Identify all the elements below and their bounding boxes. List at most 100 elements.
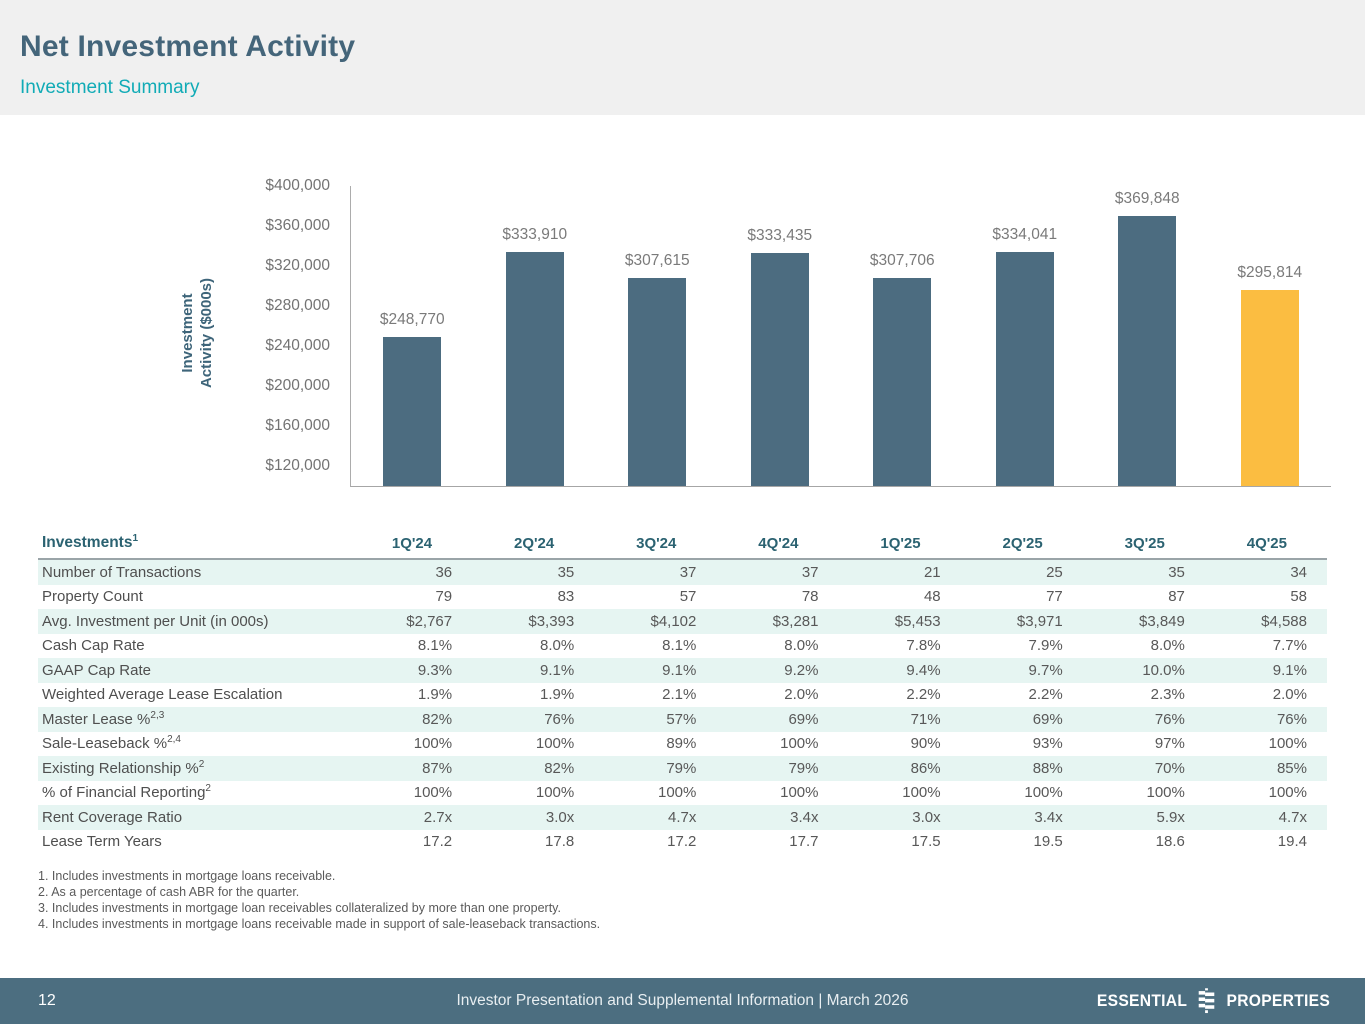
- table-cell: 71%: [910, 710, 941, 728]
- table-cell: 2.2%: [906, 686, 941, 704]
- table-row: Cash Cap Rate 8.1% 8.0% 8.1% 8.0% 7.8% 7.9% 8.0…: [38, 634, 1327, 659]
- bar-slot-3Q'24: $307,615: [596, 186, 719, 486]
- investments-table-section: Investments1 1Q'24 2Q'24 3Q'24 4Q'24 1Q'25 2Q'…: [38, 531, 1327, 854]
- table-cell: 78: [801, 588, 819, 606]
- table-cell: 2.3%: [1150, 686, 1185, 704]
- table-cell: 2.7x: [423, 808, 453, 826]
- table-cell: 2.2%: [1028, 686, 1063, 704]
- table-cell: 88%: [1032, 759, 1063, 777]
- table-cell: 77: [1046, 588, 1063, 606]
- table-cell: 2.0%: [784, 686, 819, 704]
- bar-slot-1Q'24: $248,770: [351, 186, 474, 486]
- table-cell: 76%: [1154, 710, 1185, 728]
- table-cell: 57%: [666, 710, 697, 728]
- table-cell: 9.7%: [1028, 661, 1063, 679]
- row-label: % of Financial Reporting2: [42, 783, 211, 802]
- table-cell: $3,971: [1016, 612, 1063, 630]
- bar-1Q'25: [873, 278, 932, 486]
- table-cell: 100%: [413, 784, 453, 802]
- table-cell: 9.3%: [417, 661, 453, 679]
- table-cell: 8.0%: [784, 637, 819, 655]
- table-cell: 3.4x: [1034, 808, 1063, 826]
- footnote-1: 1. Includes investments in mortgage loan…: [38, 869, 336, 883]
- bar-2Q'24: [505, 252, 564, 486]
- bar-2Q'25: [995, 251, 1054, 486]
- bar-3Q'25: [1118, 216, 1177, 486]
- table-cell: 7.7%: [1272, 637, 1307, 655]
- table-cell: 58: [1290, 588, 1307, 606]
- table-cell: 57: [679, 588, 697, 606]
- table-cell: 17.5: [911, 833, 941, 851]
- investments-table: Investments1 1Q'24 2Q'24 3Q'24 4Q'24 1Q'25 2Q'…: [38, 531, 1327, 854]
- row-label: Existing Relationship %2: [42, 758, 205, 777]
- table-cell: 9.1%: [1272, 661, 1307, 679]
- y-tick-label: $160,000: [265, 417, 330, 434]
- table-cell: 76%: [1276, 710, 1307, 728]
- table-cell: 1.9%: [540, 686, 575, 704]
- y-tick-label: $320,000: [265, 257, 330, 274]
- column-header-3Q'25: 3Q'25: [1082, 531, 1205, 560]
- bar-3Q'24: [628, 278, 687, 486]
- row-label: Lease Term Years: [42, 833, 162, 851]
- table-cell: 35: [557, 563, 575, 581]
- table-cell: 93%: [1032, 735, 1063, 753]
- table-cell: 82%: [544, 759, 575, 777]
- table-cell: 76%: [544, 710, 575, 728]
- y-tick-label: $200,000: [265, 377, 330, 394]
- table-cell: $5,453: [894, 612, 941, 630]
- table-cell: 2.0%: [1272, 686, 1307, 704]
- table-cell: 79%: [666, 759, 697, 777]
- y-tick-label: $400,000: [265, 177, 330, 194]
- table-row: Rent Coverage Ratio 2.7x 3.0x 4.7x 3.4x 3.0x 3…: [38, 805, 1327, 830]
- row-label: Cash Cap Rate: [42, 637, 145, 655]
- column-header-3Q'24: 3Q'24: [594, 531, 717, 560]
- bar-value-label: $369,848: [1114, 190, 1180, 208]
- table-row: Weighted Average Lease Escalation 1.9% 1.9…: [38, 683, 1327, 708]
- table-row: Property Count 79 83 57 78 48 77 87 58: [38, 585, 1327, 610]
- table-cell: 9.1%: [540, 661, 575, 679]
- table-title: Investments1: [38, 531, 350, 560]
- column-header-2Q'25: 2Q'25: [960, 531, 1083, 560]
- table-row: Number of Transactions 36 35 37 37 21 25 35 34: [38, 559, 1327, 585]
- row-label: GAAP Cap Rate: [42, 661, 151, 679]
- y-tick-label: $240,000: [265, 337, 330, 354]
- table-cell: 87%: [422, 759, 453, 777]
- row-label: Property Count: [42, 588, 143, 606]
- table-cell: 70%: [1154, 759, 1185, 777]
- footer-caption: Investor Presentation and Supplemental I…: [456, 992, 909, 1009]
- table-cell: $3,849: [1138, 612, 1185, 630]
- page-number: 12: [38, 992, 56, 1009]
- table-cell: 97%: [1154, 735, 1185, 753]
- table-cell: 69%: [1032, 710, 1063, 728]
- table-cell: $4,102: [650, 612, 697, 630]
- table-cell: 100%: [1268, 735, 1307, 753]
- logo-text-essential: ESSENTIAL: [1097, 991, 1188, 1010]
- table-cell: 85%: [1276, 759, 1307, 777]
- table-cell: 35: [1168, 563, 1185, 581]
- y-axis-ticks: $400,000 $360,000 $320,000 $280,000 $240,000…: [205, 177, 330, 486]
- bar-slot-1Q'25: $307,706: [841, 186, 964, 486]
- table-cell: 19.5: [1033, 833, 1063, 851]
- bar-value-label: $334,041: [992, 225, 1058, 243]
- table-cell: 1.9%: [417, 686, 453, 704]
- bar-slot-4Q'25: $295,814: [1209, 186, 1332, 486]
- footnote-3: 3. Includes investments in mortgage loan…: [38, 901, 561, 915]
- table-cell: $3,393: [528, 612, 575, 630]
- table-cell: 3.0x: [545, 808, 575, 826]
- essential-properties-logo-icon: [1199, 988, 1215, 1014]
- table-cell: 7.8%: [906, 637, 941, 655]
- footnote-2: 2. As a percentage of cash ABR for the q…: [38, 885, 300, 899]
- table-row: Existing Relationship %2 87% 82% 79% 79% 86% 8…: [38, 756, 1327, 781]
- table-row: Sale-Leaseback %2,4 100% 100% 89% 100% 90% 93%…: [38, 732, 1327, 757]
- table-cell: 8.1%: [662, 637, 697, 655]
- column-header-1Q'24: 1Q'24: [350, 531, 473, 560]
- table-row: Master Lease %2,3 82% 76% 57% 69% 71% 69% 76% 76…: [38, 707, 1327, 732]
- table-cell: 4.7x: [1278, 808, 1307, 826]
- table-row: % of Financial Reporting2 100% 100% 100% 100…: [38, 781, 1327, 806]
- page-title: Net Investment Activity: [20, 30, 356, 63]
- bar-value-label: $248,770: [379, 311, 445, 329]
- footnote-4: 4. Includes investments in mortgage loan…: [38, 917, 601, 931]
- bar-chart-plot-area: $248,770 $333,910 $307,615 $333,435 $307,706…: [350, 186, 1331, 487]
- table-cell: 18.6: [1155, 833, 1185, 851]
- table-cell: 69%: [788, 710, 819, 728]
